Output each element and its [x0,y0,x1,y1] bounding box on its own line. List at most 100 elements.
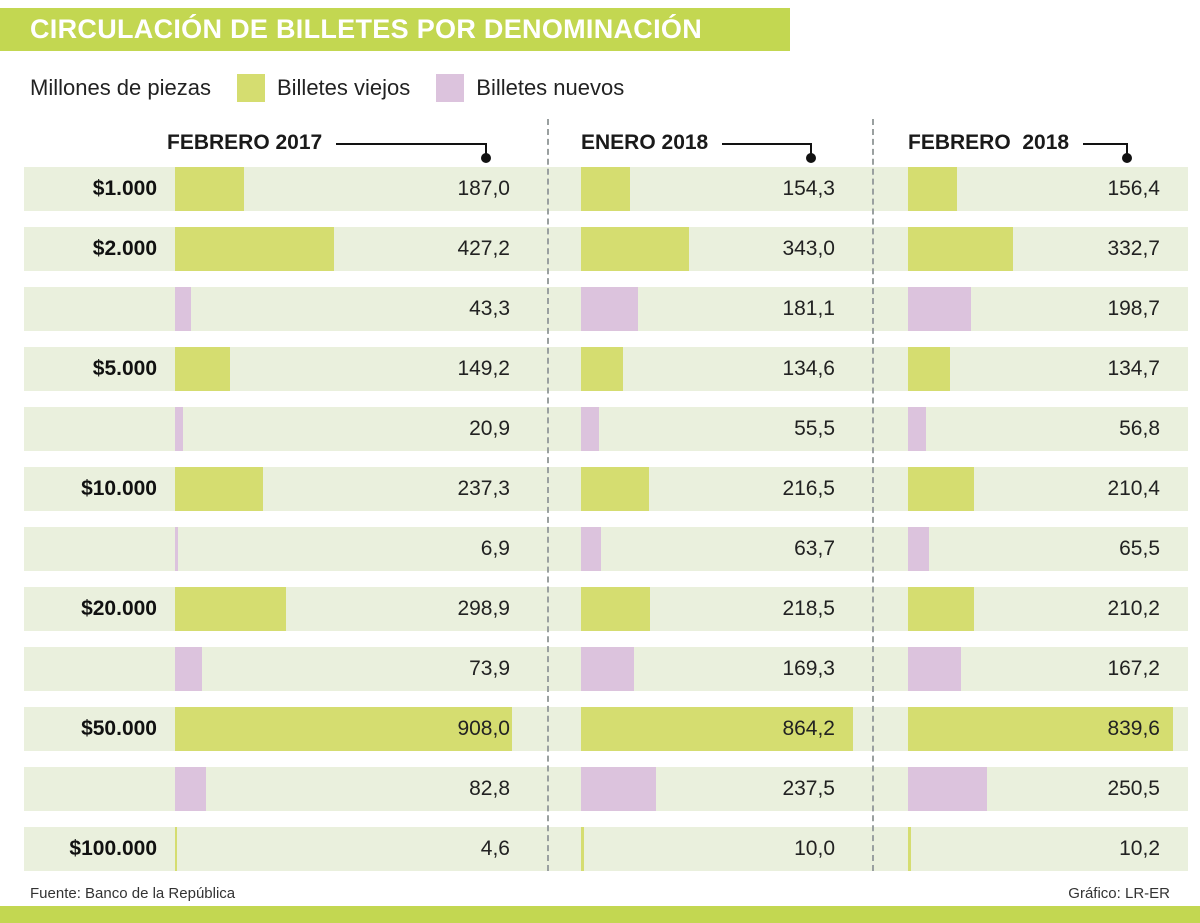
legend-swatch-old-bills [236,74,265,102]
old-bills-bar [908,587,975,631]
bar-cell: 298,9 [165,587,547,631]
value-label: 181,1 [782,297,835,320]
bottom-accent-strip [0,906,1200,923]
column-header-enero-2018: ENERO 2018 [547,129,872,163]
old-bills-bar [175,347,231,391]
value-label: 237,5 [782,777,835,800]
value-label: 20,9 [469,417,510,440]
old-bills-bar [908,347,951,391]
denomination-label: $100.000 [69,837,157,860]
new-bills-bar [581,767,656,811]
new-bills-bar [175,287,192,331]
column-header-label: ENERO 2018 [581,131,709,154]
new-bills-bar [175,767,206,811]
value-label: 298,9 [457,597,510,620]
old-bills-bar [175,707,512,751]
value-label: 82,8 [469,777,510,800]
connector-dot-icon [1122,152,1132,163]
denomination-band: $5.000 149,2 134,6 134,7 [24,347,1188,391]
value-label: 10,0 [794,837,835,860]
value-label: 210,4 [1107,477,1160,500]
credit-label: Gráfico: LR-ER [1068,885,1170,902]
new-bills-bar [175,647,203,691]
denomination-label [24,407,165,451]
value-label: 167,2 [1107,657,1160,680]
bar-cell: 154,3 [547,167,872,211]
bar-cell: 839,6 [872,707,1188,751]
bar-cell: 10,0 [547,827,872,871]
source-label: Fuente: Banco de la República [30,885,236,902]
old-bills-bar [581,347,624,391]
new-bills-bar [908,767,987,811]
bar-cell: 73,9 [165,647,547,691]
old-bills-bar [175,227,334,271]
old-bills-bar [908,827,912,871]
legend-swatch-new-bills [436,74,465,102]
bar-cell: 169,3 [547,647,872,691]
denomination-band: $2.000 427,2 343,0 332,7 [24,227,1188,271]
denomination-label: $10.000 [81,477,157,500]
value-label: 237,3 [457,477,510,500]
connector-dot-icon [806,152,816,163]
denomination-band: $50.000 908,0 864,2 839,6 [24,707,1188,751]
page-title: CIRCULACIÓN DE BILLETES POR DENOMINACIÓN [0,8,790,51]
value-label: 10,2 [1119,837,1160,860]
bar-cell: 864,2 [547,707,872,751]
legend-label-old-bills: Billetes viejos [276,75,411,100]
value-label: 149,2 [457,357,510,380]
chart-area: FEBRERO 2017 ENERO 2018 FEBRERO 2018 $1.… [0,119,1200,871]
old-bills-bar [581,467,650,511]
bar-cell: 4,6 [165,827,547,871]
bar-cell: 55,5 [547,407,872,451]
old-bills-bar [175,587,286,631]
new-bills-bar [175,527,178,571]
bar-cell: 187,0 [165,167,547,211]
new-bills-bar [581,647,635,691]
value-label: 154,3 [782,177,835,200]
bar-cell: 908,0 [165,707,547,751]
bar-cell: 216,5 [547,467,872,511]
bar-cell: 56,8 [872,407,1188,451]
value-label: 864,2 [782,717,835,740]
denomination-label [24,767,165,811]
new-bills-bar [908,647,961,691]
old-bills-bar [581,827,585,871]
bar-cell: 218,5 [547,587,872,631]
value-label: 839,6 [1107,717,1160,740]
header-connector-line [336,142,491,163]
new-bills-bar [175,407,183,451]
denomination-band: $100.000 4,6 10,0 10,2 [24,827,1188,871]
column-divider-dashed [872,119,874,871]
value-label: 55,5 [794,417,835,440]
value-label: 218,5 [782,597,835,620]
bar-cell: 6,9 [165,527,547,571]
denomination-band: $10.000 237,3 216,5 210,4 [24,467,1188,511]
denomination-label [24,527,165,571]
denomination-band: $1.000 187,0 154,3 156,4 [24,167,1188,211]
denomination-band: $20.000 298,9 218,5 210,2 [24,587,1188,631]
value-label: 169,3 [782,657,835,680]
denomination-label: $20.000 [81,597,157,620]
old-bills-bar [908,227,1013,271]
value-label: 198,7 [1107,297,1160,320]
new-bills-bar [581,287,638,331]
denomination-band: 73,9 169,3 167,2 [24,647,1188,691]
column-header-febrero-2017: FEBRERO 2017 [165,129,547,163]
old-bills-bar [908,467,975,511]
bar-cell: 82,8 [165,767,547,811]
bar-cell: 198,7 [872,287,1188,331]
new-bills-bar [908,287,971,331]
bar-cell: 343,0 [547,227,872,271]
legend-label-new-bills: Billetes nuevos [476,75,625,100]
bar-cell: 10,2 [872,827,1188,871]
old-bills-bar [175,827,177,871]
denomination-label [24,287,165,331]
value-label: 43,3 [469,297,510,320]
value-label: 63,7 [794,537,835,560]
bar-cell: 250,5 [872,767,1188,811]
bar-cell: 181,1 [547,287,872,331]
value-label: 216,5 [782,477,835,500]
denomination-label: $50.000 [81,717,157,740]
bar-cell: 63,7 [547,527,872,571]
